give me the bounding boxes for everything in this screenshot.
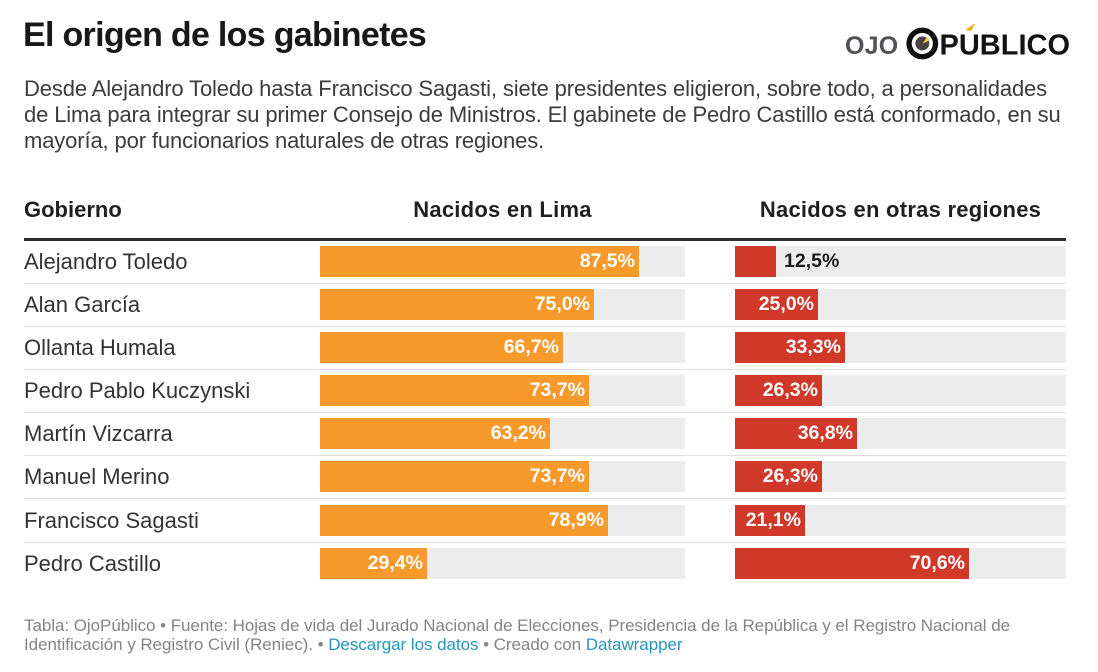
svg-text:PUBLICO: PUBLICO [940,29,1071,61]
svg-text:OJO: OJO [845,32,898,60]
